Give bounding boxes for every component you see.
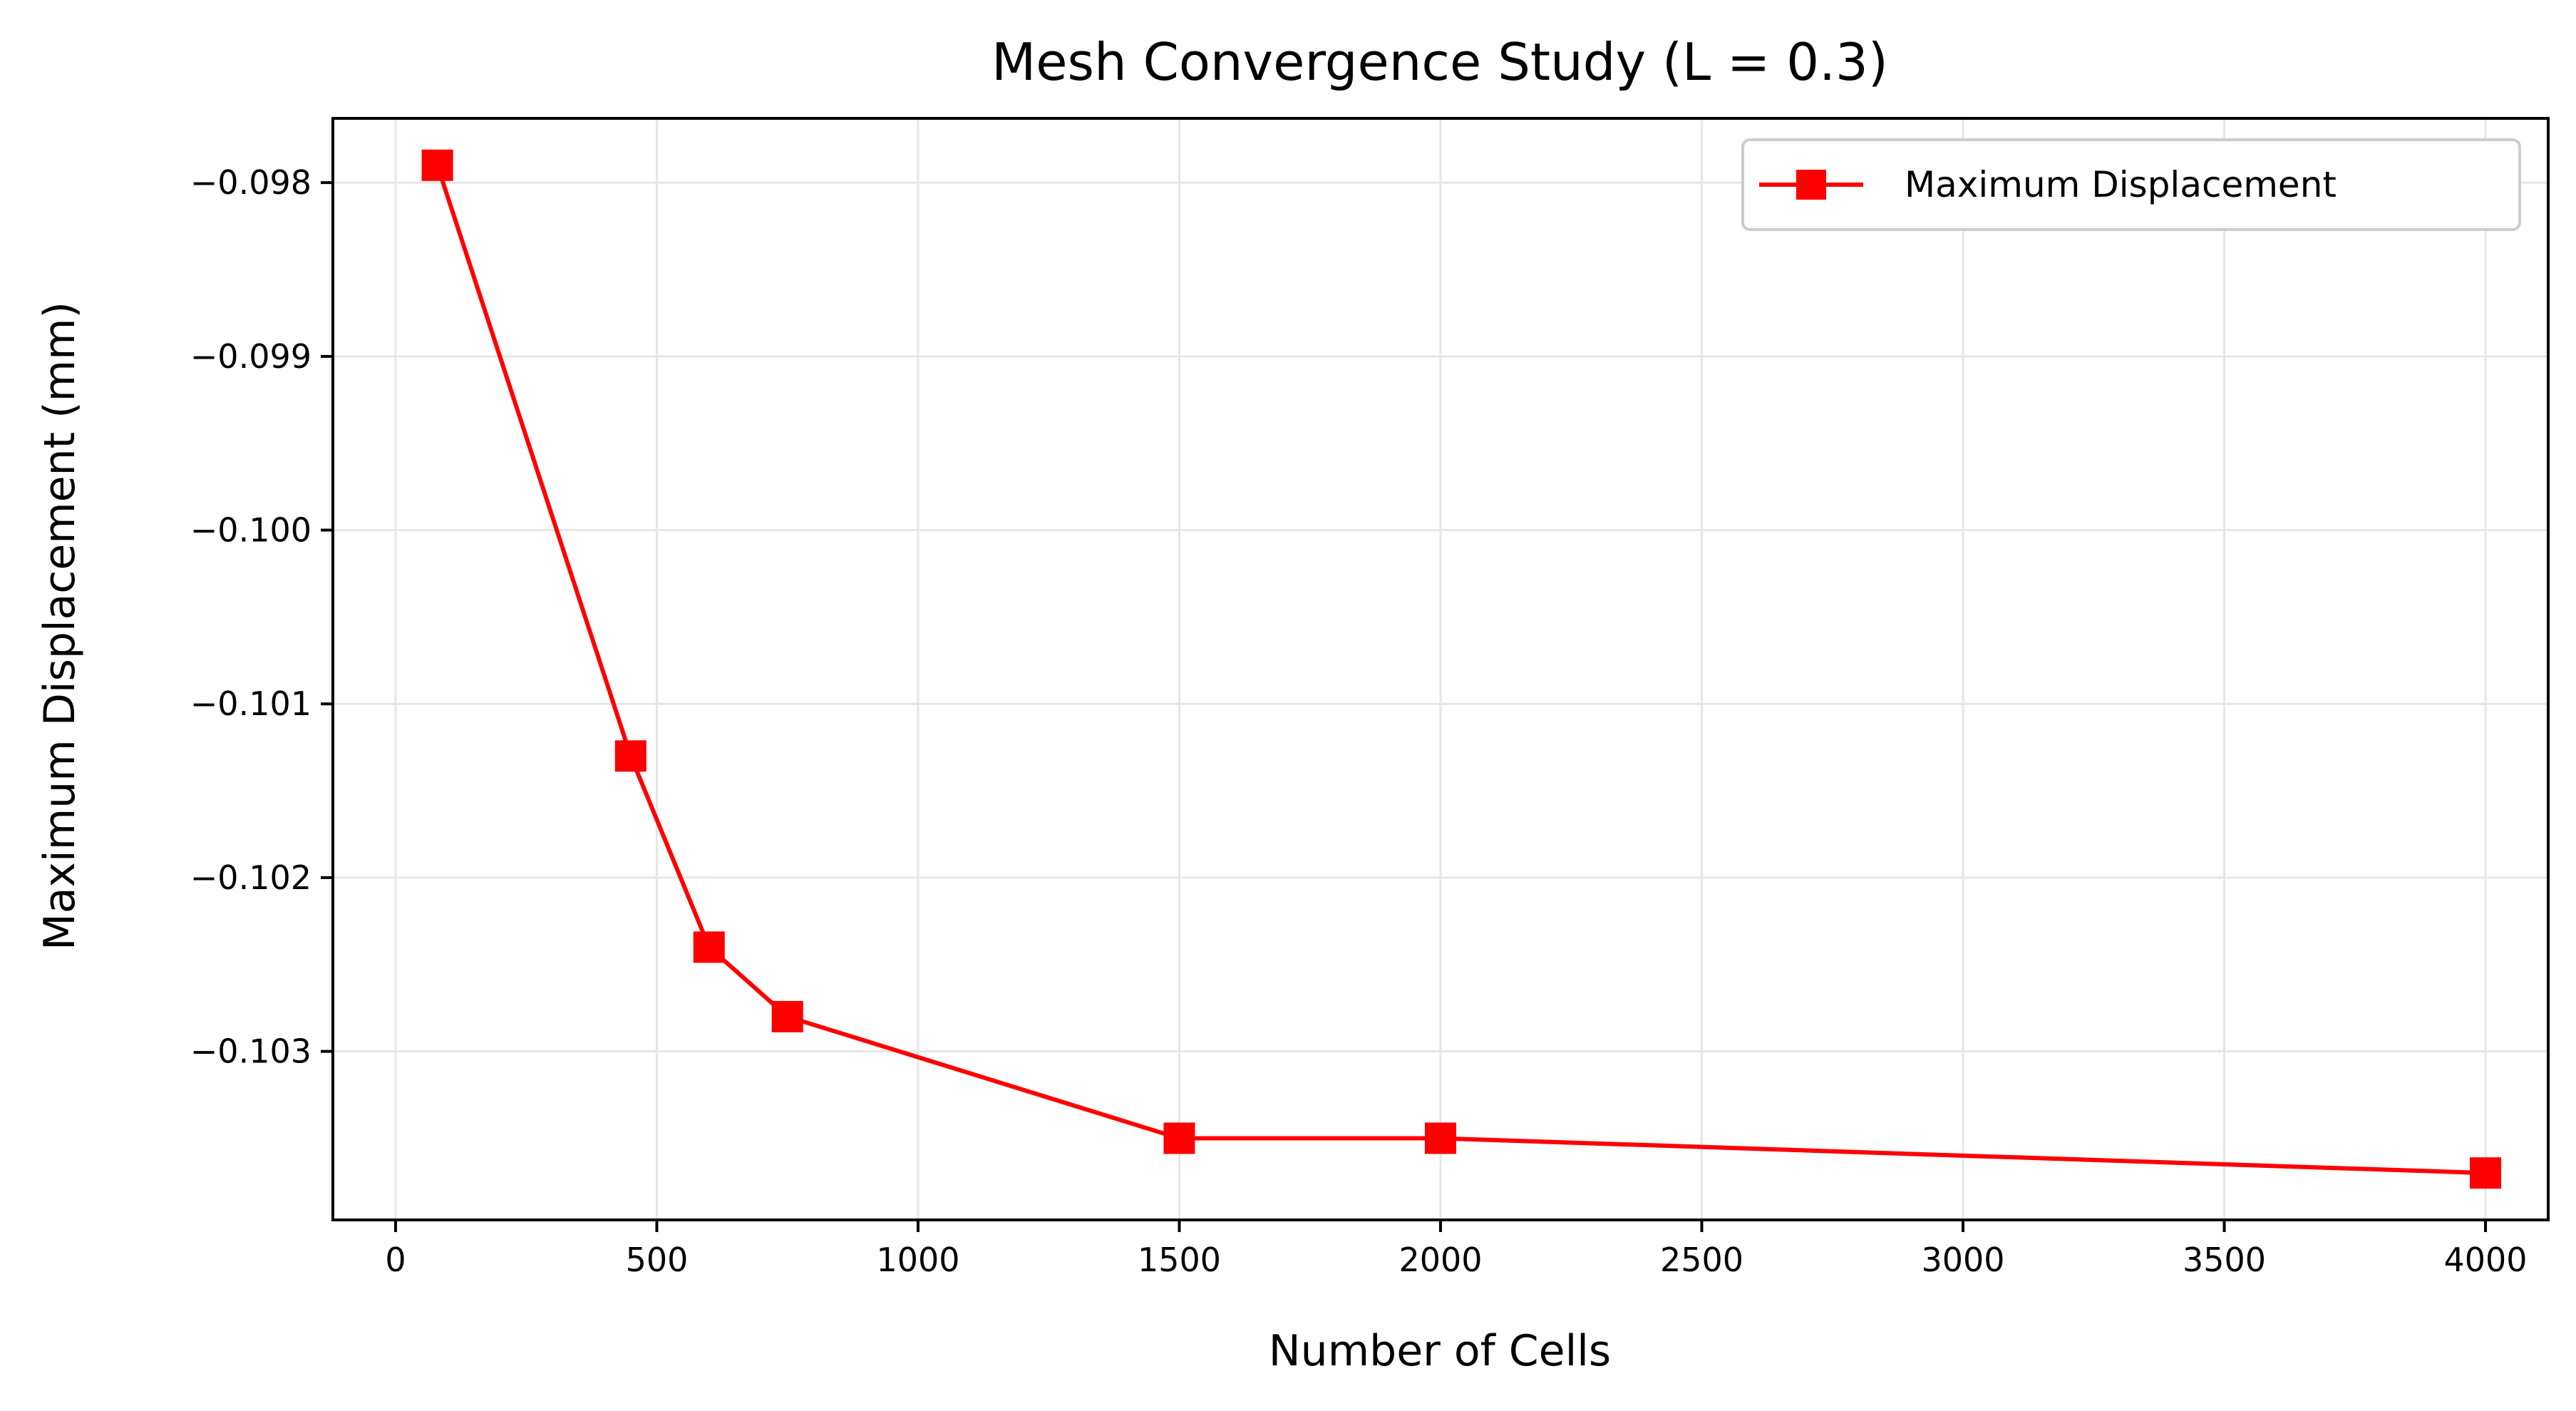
data-point-marker xyxy=(693,931,725,963)
x-tick-label: 4000 xyxy=(2443,1241,2527,1279)
chart-title: Mesh Convergence Study (L = 0.3) xyxy=(991,32,1888,92)
data-point-marker xyxy=(1425,1122,1456,1154)
legend: Maximum Displacement xyxy=(1741,138,2521,231)
y-tick-label: −0.103 xyxy=(190,1032,311,1071)
x-tick-label: 2000 xyxy=(1398,1241,1482,1279)
legend-box xyxy=(1741,138,2521,231)
x-tick-label: 3000 xyxy=(1921,1241,2004,1279)
legend-square-marker xyxy=(1796,170,1826,200)
data-point-marker xyxy=(614,740,646,772)
series-layer xyxy=(421,149,2502,1189)
data-point-marker xyxy=(1163,1122,1195,1154)
x-tick-label: 1500 xyxy=(1138,1241,1221,1279)
x-tick-label: 2500 xyxy=(1660,1241,1743,1279)
x-tick-label: 0 xyxy=(385,1241,406,1279)
y-tick-label: −0.098 xyxy=(190,163,311,202)
data-point-marker xyxy=(771,1000,803,1032)
x-tick-label: 1000 xyxy=(876,1241,959,1279)
y-tick-label: −0.100 xyxy=(190,511,311,550)
y-axis-ticks: −0.098 −0.099 −0.100 −0.101 −0.102 −0.103 xyxy=(190,163,333,1071)
x-axis-label: Number of Cells xyxy=(1269,1326,1611,1376)
data-point-marker xyxy=(2470,1157,2502,1189)
y-axis-label: Maximum Displacement (mm) xyxy=(35,302,85,950)
y-tick-label: −0.102 xyxy=(190,858,311,897)
x-axis-ticks: 0 500 1000 1500 2000 2500 3000 3500 4000 xyxy=(385,1220,2528,1279)
x-tick-label: 500 xyxy=(626,1241,689,1279)
data-point-marker xyxy=(421,149,453,181)
legend-label: Maximum Displacement xyxy=(1905,164,2337,205)
y-tick-label: −0.099 xyxy=(190,337,311,376)
y-tick-label: −0.101 xyxy=(190,684,311,723)
x-tick-label: 3500 xyxy=(2183,1241,2266,1279)
